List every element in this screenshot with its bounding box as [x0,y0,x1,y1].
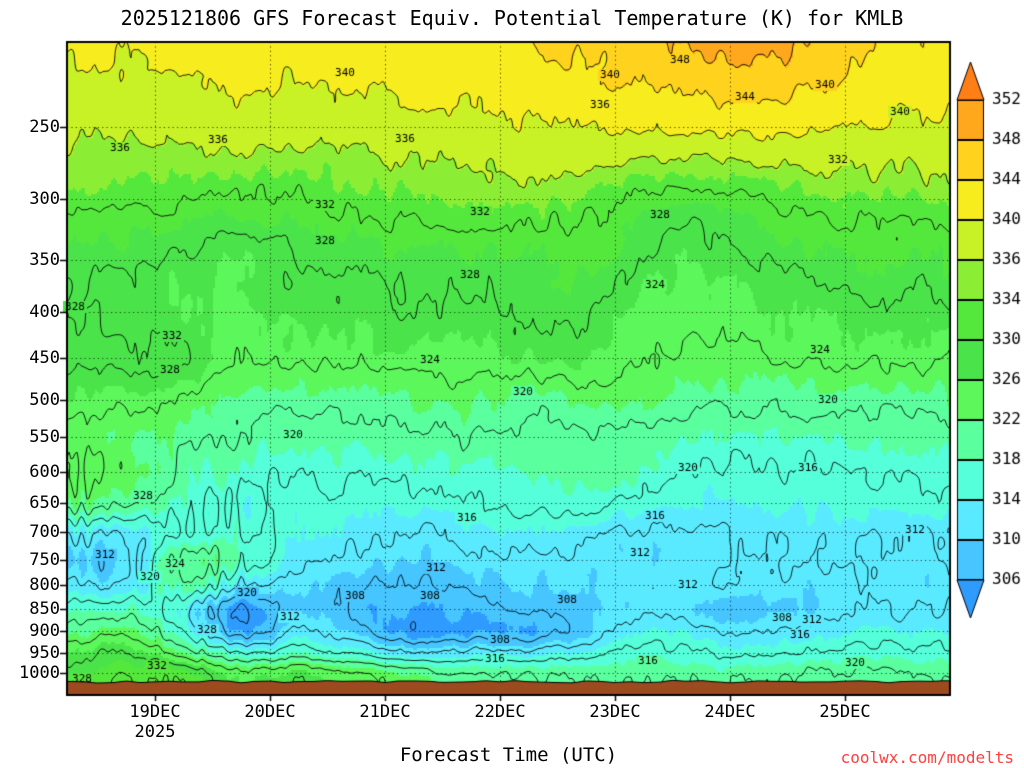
y-axis-tick-label: 900 [29,621,60,642]
y-axis-tick-label: 1000 [19,662,60,683]
y-axis-tick-label: 550 [29,427,60,448]
chart-title: 2025121806 GFS Forecast Equiv. Potential… [120,6,904,30]
y-axis-tick-label: 950 [29,642,60,663]
y-axis-tick-label: 700 [29,522,60,543]
y-axis-tick-label: 500 [29,389,60,410]
y-axis-tick-label: 450 [29,348,60,369]
x-axis-year-label: 2025 [134,722,176,742]
x-axis-tick-label: 23DEC [589,702,641,722]
y-axis-tick-label: 400 [29,302,60,323]
x-axis-tick-label: 20DEC [244,702,296,722]
x-axis-tick-label: 22DEC [474,702,526,722]
x-axis-tick-label: 19DEC [129,702,181,722]
y-axis-tick-label: 850 [29,598,60,619]
y-axis-tick-label: 350 [29,249,60,270]
y-axis-tick-label: 600 [29,461,60,482]
watermark: coolwx.com/modelts [840,748,1014,767]
y-axis-tick-label: 750 [29,549,60,570]
y-axis-tick-label: 300 [29,188,60,209]
x-axis-tick-label: 24DEC [704,702,756,722]
x-axis-title: Forecast Time (UTC) [399,744,618,766]
x-axis-tick-label: 25DEC [819,702,871,722]
y-axis-tick-label: 250 [29,117,60,137]
y-axis-tick-label: 800 [29,575,60,596]
y-axis-tick-label: 650 [29,493,60,514]
x-axis-tick-label: 21DEC [359,702,411,722]
